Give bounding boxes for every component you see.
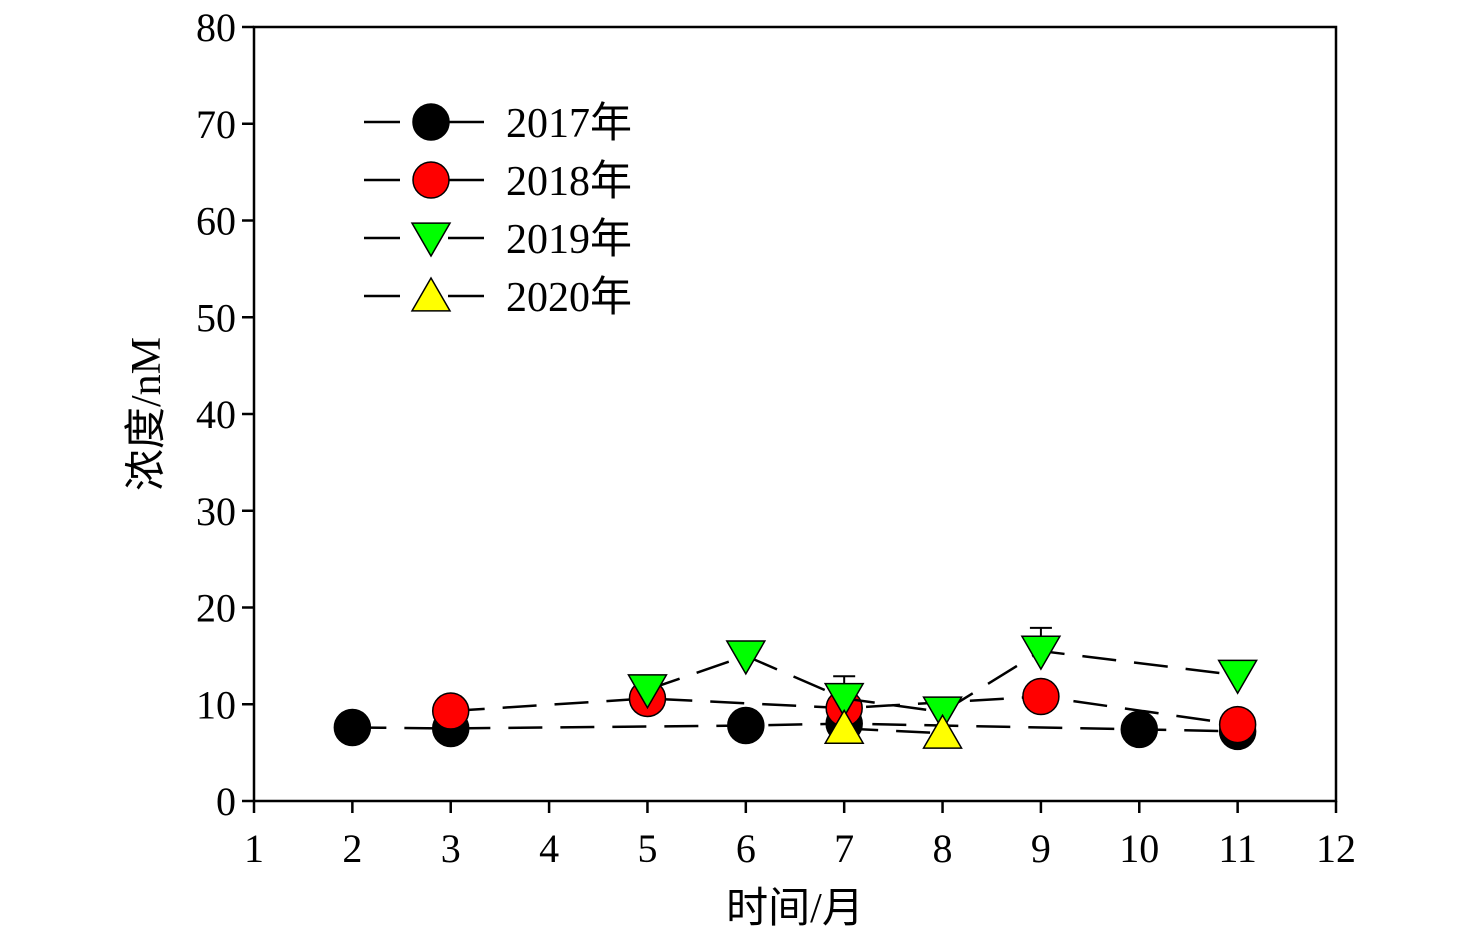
x-tick-label: 6 bbox=[736, 826, 756, 871]
data-point bbox=[1218, 705, 1257, 744]
legend-marker bbox=[410, 222, 452, 258]
x-tick-label: 11 bbox=[1218, 826, 1257, 871]
x-tick-label: 3 bbox=[441, 826, 461, 871]
x-tick-label: 4 bbox=[539, 826, 559, 871]
y-tick-label: 30 bbox=[196, 489, 236, 534]
x-tick-label: 12 bbox=[1316, 826, 1356, 871]
data-point bbox=[627, 674, 668, 710]
y-tick-label: 20 bbox=[196, 586, 236, 631]
legend-label: 2017年 bbox=[506, 100, 632, 147]
series-3 bbox=[627, 626, 1258, 732]
data-point bbox=[727, 706, 765, 745]
legend-entry-1: 2017年 bbox=[364, 100, 632, 147]
y-tick-label: 80 bbox=[196, 5, 236, 50]
data-point bbox=[823, 682, 865, 718]
data-point bbox=[431, 692, 470, 730]
x-tick-label: 2 bbox=[342, 826, 362, 871]
series-1 bbox=[333, 704, 1257, 751]
series-line bbox=[352, 722, 1238, 733]
plot-frame bbox=[252, 25, 1338, 803]
legend-label: 2019年 bbox=[506, 216, 632, 263]
legend-entry-3: 2019年 bbox=[364, 216, 632, 263]
y-tick-label: 60 bbox=[196, 199, 236, 244]
legend-label: 2020年 bbox=[506, 274, 632, 321]
legend-marker bbox=[412, 161, 450, 199]
x-axis-label: 时间/月 bbox=[726, 886, 864, 932]
x-tick-label: 9 bbox=[1031, 826, 1051, 871]
y-tick-label: 50 bbox=[196, 295, 236, 340]
data-point bbox=[333, 708, 372, 747]
data-point bbox=[1022, 677, 1060, 716]
y-tick-label: 0 bbox=[216, 779, 236, 824]
data-point bbox=[922, 696, 963, 732]
data-point bbox=[922, 713, 963, 749]
x-tick-label: 10 bbox=[1119, 826, 1159, 871]
y-tick-label: 40 bbox=[196, 392, 236, 437]
x-tick-label: 7 bbox=[834, 826, 854, 871]
series-line bbox=[647, 649, 1238, 714]
y-tick-label: 10 bbox=[196, 682, 236, 727]
legend-entry-4: 2020年 bbox=[364, 274, 632, 321]
y-axis-label: 浓度/nM bbox=[124, 337, 170, 491]
legend-label: 2018年 bbox=[506, 158, 632, 205]
legend-marker bbox=[412, 103, 450, 141]
legend-marker bbox=[410, 276, 452, 312]
legend-entry-2: 2018年 bbox=[364, 158, 632, 205]
data-point bbox=[1020, 635, 1062, 671]
x-tick-label: 5 bbox=[637, 826, 657, 871]
data-point bbox=[1120, 710, 1159, 749]
x-tick-label: 8 bbox=[933, 826, 953, 871]
series-4 bbox=[823, 708, 963, 749]
y-tick-label: 70 bbox=[196, 102, 236, 147]
series-line bbox=[844, 727, 943, 735]
legend: 2017年 2018年 2019年 2020年 bbox=[364, 100, 632, 321]
x-tick-label: 1 bbox=[244, 826, 264, 871]
data-point bbox=[725, 640, 767, 676]
series-layer bbox=[333, 626, 1258, 751]
data-point bbox=[823, 708, 865, 745]
data-point bbox=[1217, 659, 1258, 695]
